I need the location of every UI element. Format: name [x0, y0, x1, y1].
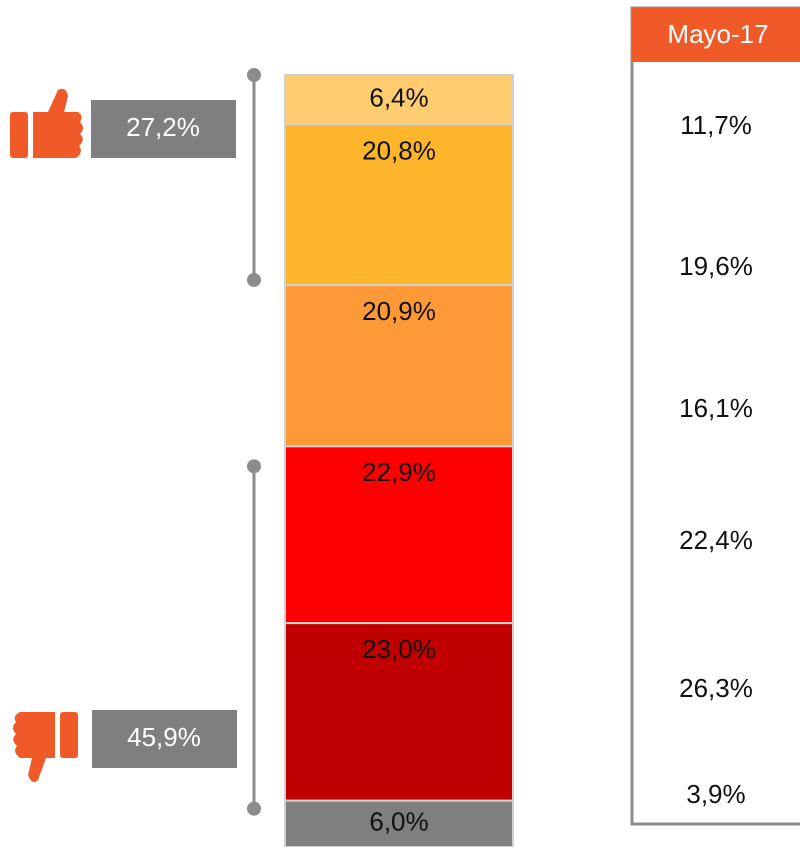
comparison-value: 11,7% [680, 110, 752, 140]
bracket-end [247, 68, 261, 82]
data-label: 6,0% [369, 807, 428, 837]
comparison-title: Mayo-17 [667, 19, 768, 49]
thumb-down-icon [13, 712, 78, 783]
comparison-value: 19,6% [679, 251, 753, 281]
bracket-end [247, 272, 261, 287]
bar-segment [284, 445, 514, 625]
data-label: 23,0% [362, 634, 436, 664]
bar-segment [284, 799, 514, 848]
annotation-label: 45,9% [127, 722, 201, 752]
annotation-box [92, 710, 237, 768]
comparison-value: 26,3% [679, 673, 753, 703]
annotation-label: 27,2% [126, 112, 200, 142]
comparison-header [632, 8, 800, 62]
bar-segment [284, 622, 514, 802]
comparison-value: 3,9% [686, 779, 745, 809]
bar-segment [284, 123, 514, 286]
thumb-up-icon [10, 88, 83, 158]
bracket-end [247, 801, 261, 816]
comparison-value: 16,1% [679, 393, 753, 423]
bracket-end [247, 459, 261, 474]
data-label: 22,9% [362, 457, 436, 487]
comparison-value: 22,4% [679, 525, 753, 555]
bar-segment [284, 74, 514, 126]
data-label: 6,4% [369, 83, 428, 113]
data-label: 20,9% [362, 296, 436, 326]
annotation-box [91, 100, 236, 158]
data-label: 20,8% [362, 135, 436, 165]
